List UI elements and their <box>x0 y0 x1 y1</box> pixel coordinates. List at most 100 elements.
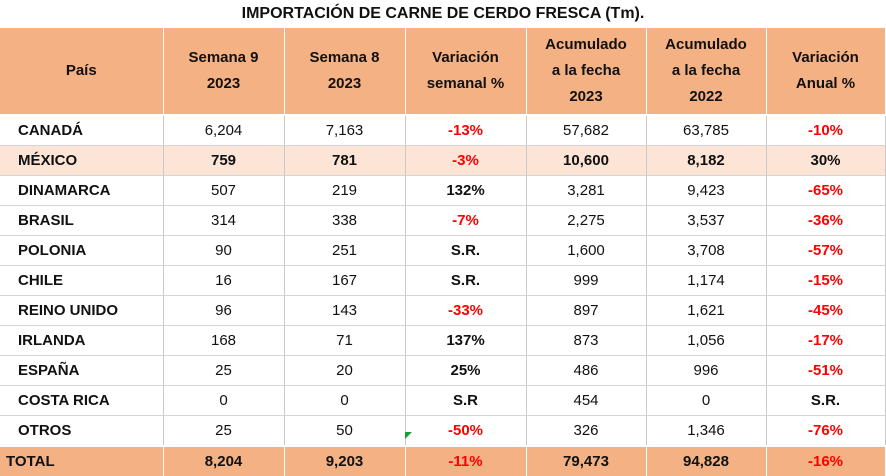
value-cell: 326 <box>526 415 647 447</box>
value-cell: 219 <box>284 175 406 206</box>
value-cell: 454 <box>526 385 647 416</box>
value-cell: -17% <box>766 325 886 356</box>
total-cell: 79,473 <box>526 445 647 476</box>
country-cell: DINAMARCA <box>0 175 164 206</box>
value-cell: -76% <box>766 415 886 447</box>
value-cell: 251 <box>284 235 406 266</box>
table-row: OTROS 25 50 -50% 326 1,346 -76% <box>0 415 886 447</box>
total-cell: -11% <box>405 445 527 476</box>
header-pais: País <box>0 28 164 116</box>
value-cell: 20 <box>284 355 406 386</box>
value-cell: -13% <box>405 115 527 146</box>
cell-comment-marker <box>405 432 412 439</box>
value-cell: 25 <box>163 415 285 447</box>
value-cell: 781 <box>284 145 406 176</box>
header-variacion-semanal: Variación semanal % <box>405 28 527 116</box>
value-cell: 25 <box>163 355 285 386</box>
table-row: CANADÁ 6,204 7,163 -13% 57,682 63,785 -10% <box>0 115 886 146</box>
value-cell: 16 <box>163 265 285 296</box>
value-cell: 96 <box>163 295 285 326</box>
country-cell: MÉXICO <box>0 145 164 176</box>
value-cell: -36% <box>766 205 886 236</box>
table-row: MÉXICO 759 781 -3% 10,600 8,182 30% <box>0 145 886 176</box>
total-cell: 94,828 <box>646 445 767 476</box>
value-cell: 759 <box>163 145 285 176</box>
value-cell: 0 <box>646 385 767 416</box>
value-cell: -10% <box>766 115 886 146</box>
value-cell: 137% <box>405 325 527 356</box>
value-cell: 999 <box>526 265 647 296</box>
country-cell: OTROS <box>0 415 164 447</box>
value-cell: -3% <box>405 145 527 176</box>
value-cell: 168 <box>163 325 285 356</box>
value-cell: 30% <box>766 145 886 176</box>
value-cell: 1,621 <box>646 295 767 326</box>
value-cell: -50% <box>405 415 527 447</box>
table-row: IRLANDA 168 71 137% 873 1,056 -17% <box>0 325 886 356</box>
value-cell: 3,281 <box>526 175 647 206</box>
value-cell: 0 <box>163 385 285 416</box>
header-acumulado-2023: Acumulado a la fecha 2023 <box>526 28 647 116</box>
value-cell: -7% <box>405 205 527 236</box>
value-cell: -51% <box>766 355 886 386</box>
table-row: POLONIA 90 251 S.R. 1,600 3,708 -57% <box>0 235 886 266</box>
value-cell: 57,682 <box>526 115 647 146</box>
value-cell: -65% <box>766 175 886 206</box>
table-body: CANADÁ 6,204 7,163 -13% 57,682 63,785 -10% MÉXI… <box>0 115 886 447</box>
country-cell: CANADÁ <box>0 115 164 146</box>
table-row: DINAMARCA 507 219 132% 3,281 9,423 -65% <box>0 175 886 206</box>
value-cell: 314 <box>163 205 285 236</box>
value-cell: S.R. <box>405 235 527 266</box>
table-row: BRASIL 314 338 -7% 2,275 3,537 -36% <box>0 205 886 236</box>
value-cell: 2,275 <box>526 205 647 236</box>
value-cell: 10,600 <box>526 145 647 176</box>
pork-import-table: País Semana 9 2023 Semana 8 2023 Variaci… <box>0 28 886 476</box>
value-cell: S.R. <box>766 385 886 416</box>
value-cell: S.R <box>405 385 527 416</box>
value-cell: -15% <box>766 265 886 296</box>
header-variacion-anual: Variación Anual % <box>766 28 886 116</box>
total-row: TOTAL 8,204 9,203 -11% 79,473 94,828 -16… <box>0 445 886 476</box>
table-row: REINO UNIDO 96 143 -33% 897 1,621 -45% <box>0 295 886 326</box>
value-cell: 71 <box>284 325 406 356</box>
table-row: COSTA RICA 0 0 S.R 454 0 S.R. <box>0 385 886 416</box>
table-row: CHILE 16 167 S.R. 999 1,174 -15% <box>0 265 886 296</box>
country-cell: POLONIA <box>0 235 164 266</box>
value-cell: 897 <box>526 295 647 326</box>
table-title: IMPORTACIÓN DE CARNE DE CERDO FRESCA (Tm… <box>241 5 645 22</box>
country-cell: IRLANDA <box>0 325 164 356</box>
country-cell: REINO UNIDO <box>0 295 164 326</box>
header-semana-8: Semana 8 2023 <box>284 28 406 116</box>
value-cell: -45% <box>766 295 886 326</box>
value-cell: 50 <box>284 415 406 447</box>
value-cell: 1,346 <box>646 415 767 447</box>
country-cell: BRASIL <box>0 205 164 236</box>
total-cell: -16% <box>766 445 886 476</box>
value-cell: 996 <box>646 355 767 386</box>
table-row: ESPAÑA 25 20 25% 486 996 -51% <box>0 355 886 386</box>
total-cell: 9,203 <box>284 445 406 476</box>
value-cell: -33% <box>405 295 527 326</box>
value-cell: 132% <box>405 175 527 206</box>
country-cell: CHILE <box>0 265 164 296</box>
value-cell: 873 <box>526 325 647 356</box>
header-acumulado-2022: Acumulado a la fecha 2022 <box>646 28 767 116</box>
value-cell: 338 <box>284 205 406 236</box>
value-cell: S.R. <box>405 265 527 296</box>
value-cell: 3,537 <box>646 205 767 236</box>
value-cell: 167 <box>284 265 406 296</box>
value-cell: 1,174 <box>646 265 767 296</box>
header-row: País Semana 9 2023 Semana 8 2023 Variaci… <box>0 28 886 116</box>
value-cell: 0 <box>284 385 406 416</box>
value-cell: 7,163 <box>284 115 406 146</box>
value-cell: 143 <box>284 295 406 326</box>
country-cell: COSTA RICA <box>0 385 164 416</box>
value-cell: 3,708 <box>646 235 767 266</box>
value-cell: 6,204 <box>163 115 285 146</box>
value-cell: 25% <box>405 355 527 386</box>
value-cell: 486 <box>526 355 647 386</box>
total-label: TOTAL <box>0 445 164 476</box>
country-cell: ESPAÑA <box>0 355 164 386</box>
total-cell: 8,204 <box>163 445 285 476</box>
value-cell: 1,600 <box>526 235 647 266</box>
